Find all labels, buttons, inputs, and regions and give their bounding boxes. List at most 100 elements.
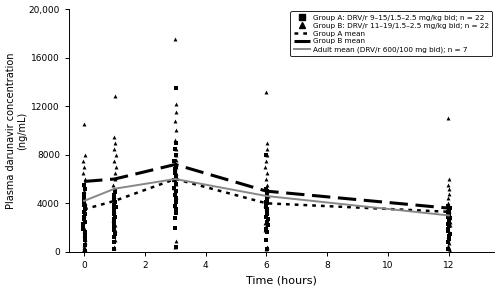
- Point: [262, 217, 270, 221]
- Point: [262, 213, 270, 218]
- Point: [444, 214, 452, 219]
- Point: [110, 222, 118, 226]
- Point: [262, 164, 270, 169]
- Point: [111, 171, 119, 175]
- Point: [262, 191, 270, 196]
- Point: [264, 207, 272, 212]
- Point: [82, 242, 90, 247]
- Point: [80, 217, 88, 221]
- Point: [263, 210, 271, 214]
- Point: [444, 210, 452, 214]
- Legend: Group A: DRV/r 9–15/1.5–2.5 mg/kg bid; n = 22, Group B: DRV/r 11–19/1.5–2.5 mg/k: Group A: DRV/r 9–15/1.5–2.5 mg/kg bid; n…: [290, 11, 492, 56]
- Point: [80, 195, 88, 200]
- Point: [110, 208, 118, 213]
- Point: [444, 177, 452, 181]
- Point: [445, 212, 453, 217]
- Point: [172, 200, 180, 204]
- Point: [80, 233, 88, 237]
- Point: [170, 225, 178, 230]
- Point: [80, 247, 88, 252]
- Point: [444, 226, 452, 231]
- Point: [80, 183, 88, 187]
- Point: [81, 177, 89, 181]
- Point: [444, 201, 452, 206]
- Point: [110, 217, 118, 221]
- Point: [111, 190, 119, 195]
- Point: [444, 205, 452, 209]
- Point: [110, 183, 118, 187]
- Point: [444, 203, 452, 208]
- Point: [264, 194, 272, 198]
- Point: [172, 174, 179, 179]
- Point: [81, 201, 89, 206]
- Point: [262, 187, 270, 191]
- Point: [446, 219, 454, 224]
- Point: [80, 210, 88, 214]
- Point: [263, 198, 271, 203]
- Point: [262, 152, 270, 157]
- Point: [110, 235, 118, 239]
- Point: [445, 218, 453, 223]
- Point: [262, 228, 270, 232]
- X-axis label: Time (hours): Time (hours): [246, 276, 317, 285]
- Point: [446, 216, 454, 220]
- Point: [444, 246, 452, 251]
- Point: [80, 164, 88, 169]
- Point: [80, 122, 88, 127]
- Point: [110, 194, 118, 198]
- Point: [81, 230, 89, 235]
- Point: [110, 203, 118, 208]
- Point: [444, 234, 452, 238]
- Point: [263, 212, 271, 217]
- Point: [172, 164, 180, 169]
- Point: [110, 219, 118, 224]
- Point: [170, 178, 178, 182]
- Point: [444, 247, 452, 252]
- Point: [444, 240, 452, 244]
- Point: [445, 247, 453, 252]
- Point: [262, 202, 270, 207]
- Point: [446, 234, 454, 238]
- Point: [110, 146, 118, 151]
- Point: [262, 159, 270, 163]
- Point: [262, 89, 270, 94]
- Point: [263, 146, 271, 151]
- Point: [170, 203, 178, 208]
- Point: [172, 171, 180, 175]
- Point: [262, 189, 270, 194]
- Point: [110, 189, 118, 194]
- Point: [172, 86, 179, 90]
- Point: [172, 216, 179, 220]
- Point: [110, 218, 118, 223]
- Point: [263, 183, 271, 187]
- Point: [444, 212, 452, 217]
- Point: [80, 197, 88, 202]
- Point: [80, 191, 88, 196]
- Point: [112, 152, 120, 157]
- Point: [80, 200, 88, 204]
- Point: [445, 213, 453, 218]
- Point: [172, 164, 180, 169]
- Point: [81, 219, 89, 224]
- Point: [445, 216, 453, 220]
- Point: [444, 183, 452, 187]
- Point: [111, 188, 119, 192]
- Point: [262, 200, 270, 204]
- Point: [80, 187, 88, 191]
- Point: [172, 128, 180, 133]
- Point: [171, 192, 179, 197]
- Point: [263, 196, 271, 201]
- Point: [172, 152, 179, 157]
- Point: [444, 196, 452, 201]
- Point: [262, 202, 270, 207]
- Point: [81, 236, 89, 241]
- Point: [172, 174, 179, 179]
- Point: [444, 244, 452, 248]
- Point: [172, 196, 180, 201]
- Point: [110, 194, 118, 198]
- Point: [262, 237, 270, 242]
- Point: [446, 248, 454, 253]
- Point: [80, 245, 88, 249]
- Point: [80, 183, 88, 187]
- Point: [262, 205, 270, 209]
